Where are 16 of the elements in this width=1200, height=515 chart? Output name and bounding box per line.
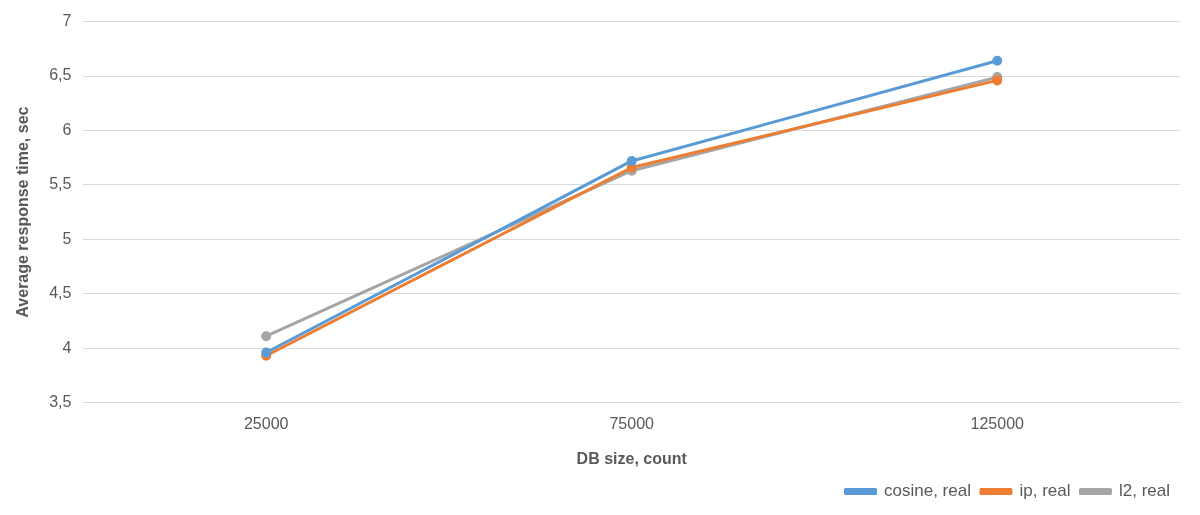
y-tick-label: 3,5	[49, 393, 72, 411]
y-tick-label: 5	[62, 229, 72, 247]
x-tick-label: 125000	[970, 414, 1025, 432]
y-tick-label: 7	[62, 12, 72, 30]
y-tick-label: 4	[62, 338, 72, 356]
y-tick-label: 6,5	[49, 66, 72, 84]
legend-label: ip, real	[1019, 481, 1071, 501]
y-tick-label: 5,5	[49, 175, 72, 193]
legend-label: cosine, real	[884, 481, 971, 501]
y-tick-label: 6	[62, 120, 72, 138]
y-axis-title: Average response time, sec	[14, 106, 32, 318]
legend-label: l2, real	[1118, 481, 1171, 501]
x-tick-label: 25000	[243, 414, 289, 432]
x-axis-title: DB size, count	[576, 449, 688, 467]
y-tick-label: 4,5	[49, 284, 72, 302]
x-tick-label: 75000	[609, 414, 655, 432]
